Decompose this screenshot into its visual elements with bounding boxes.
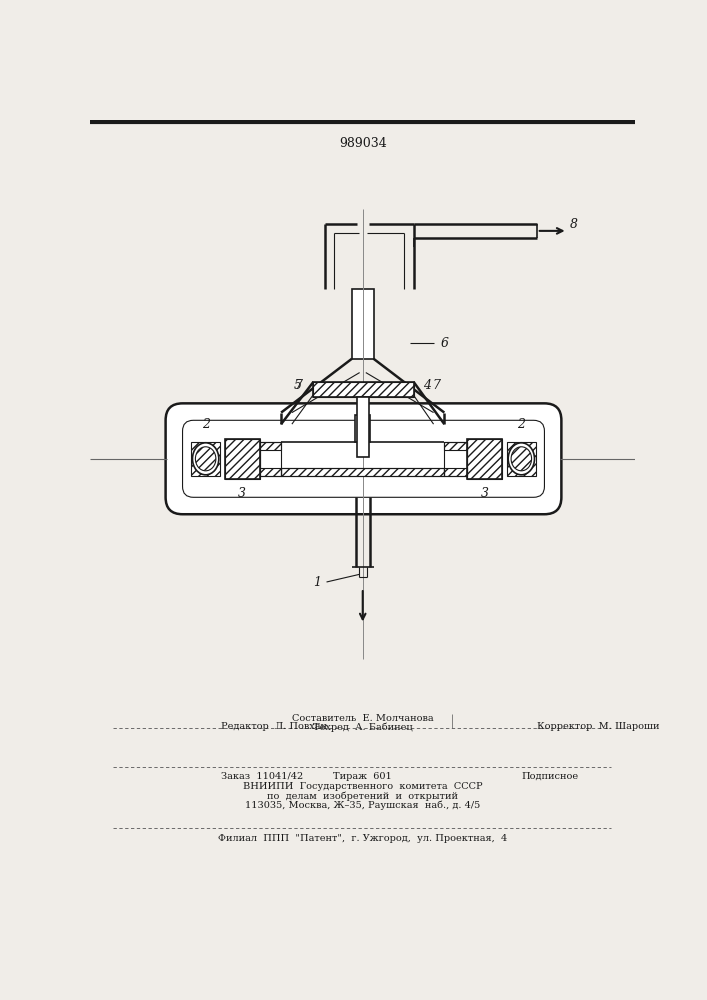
Text: 6: 6 <box>440 337 448 350</box>
Bar <box>356 397 369 457</box>
Text: Подписное: Подписное <box>521 772 578 781</box>
Bar <box>444 468 467 476</box>
Ellipse shape <box>508 443 534 475</box>
Bar <box>467 439 502 479</box>
Text: ВНИИПИ  Государственного  комитета  СССР: ВНИИПИ Государственного комитета СССР <box>243 782 483 791</box>
Text: 2: 2 <box>518 418 525 431</box>
Bar <box>191 442 221 476</box>
Text: Заказ  11041/42: Заказ 11041/42 <box>221 772 303 781</box>
Text: Редактор  Л. Повхан: Редактор Л. Повхан <box>221 722 327 731</box>
Text: Корректор  М. Шароши: Корректор М. Шароши <box>537 722 659 731</box>
Text: 3: 3 <box>480 487 489 500</box>
Bar <box>444 442 467 450</box>
Bar <box>259 468 281 476</box>
Text: 7: 7 <box>433 379 440 392</box>
Text: 5: 5 <box>294 379 302 392</box>
Bar <box>467 439 502 479</box>
Text: 2: 2 <box>201 418 210 431</box>
Bar <box>225 439 259 479</box>
Text: Составитель  Е. Молчанова: Составитель Е. Молчанова <box>292 714 433 723</box>
Bar <box>313 382 414 397</box>
Bar <box>281 468 444 476</box>
Bar <box>355 415 370 442</box>
Text: 989034: 989034 <box>339 137 387 150</box>
Text: Техред  А. Бабинец: Техред А. Бабинец <box>313 722 413 732</box>
Bar <box>507 442 536 476</box>
Text: 8: 8 <box>570 218 578 231</box>
Text: 3: 3 <box>238 487 246 500</box>
Bar <box>444 442 467 476</box>
Text: 4: 4 <box>423 379 431 392</box>
Text: 7: 7 <box>294 379 302 392</box>
Bar <box>352 289 373 359</box>
Ellipse shape <box>192 443 218 475</box>
FancyBboxPatch shape <box>165 403 561 514</box>
Text: по  делам  изобретений  и  открытий: по делам изобретений и открытий <box>267 791 458 801</box>
Text: 1: 1 <box>313 576 321 588</box>
Bar <box>313 382 414 397</box>
Bar <box>259 442 281 476</box>
Bar <box>225 439 259 479</box>
Text: 113035, Москва, Ж–35, Раушская  наб., д. 4/5: 113035, Москва, Ж–35, Раушская наб., д. … <box>245 801 480 810</box>
Text: Филиал  ППП  "Патент",  г. Ужгород,  ул. Проектная,  4: Филиал ППП "Патент", г. Ужгород, ул. Про… <box>218 834 508 843</box>
Text: Тираж  601: Тираж 601 <box>333 772 392 781</box>
Bar <box>281 468 444 476</box>
Bar <box>259 442 281 450</box>
